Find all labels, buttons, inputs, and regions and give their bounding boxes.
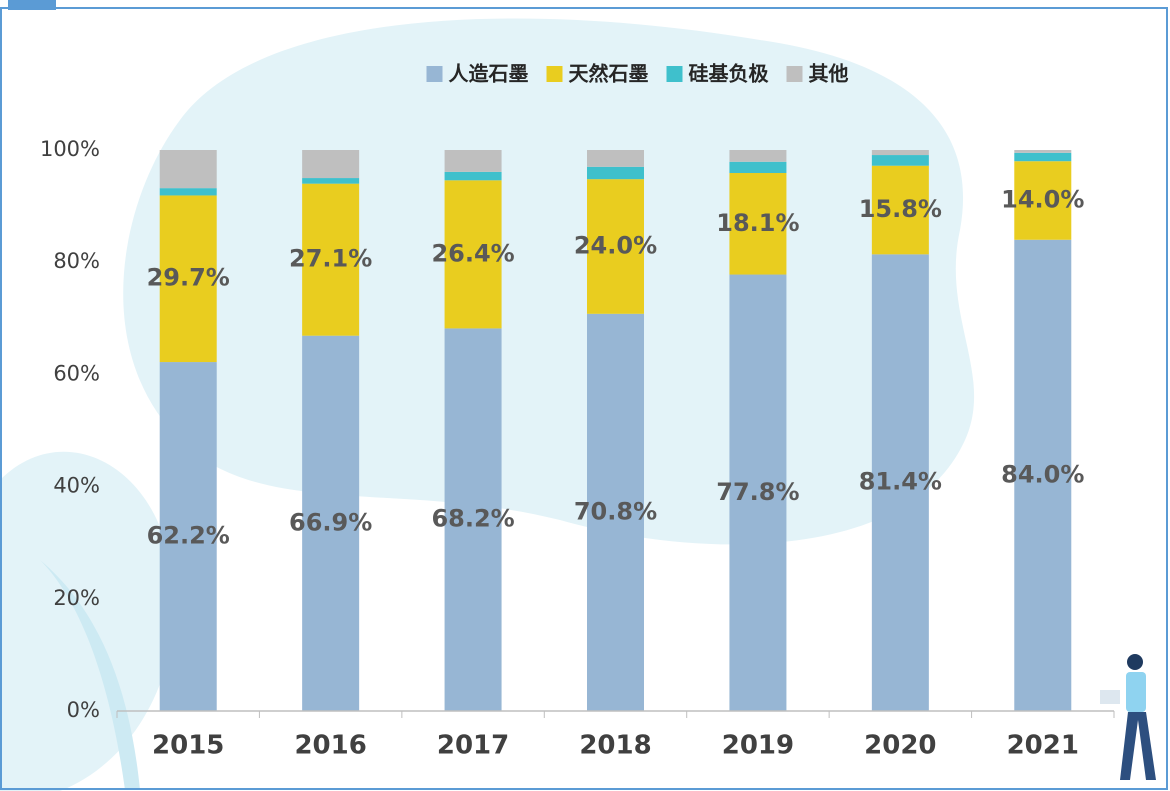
bar-segment [445, 172, 502, 180]
data-label: 14.0% [1001, 185, 1084, 213]
legend-swatch [787, 66, 803, 82]
data-label: 84.0% [1001, 460, 1084, 488]
data-label: 68.2% [431, 505, 514, 533]
legend-swatch [427, 66, 443, 82]
legend-label: 硅基负极 [689, 62, 770, 86]
data-label: 29.7% [147, 264, 230, 292]
data-label: 18.1% [716, 209, 799, 237]
bar-segment [1014, 153, 1071, 161]
y-tick-label: 20% [53, 586, 100, 610]
x-tick-label: 2020 [864, 731, 936, 761]
bar-segment [587, 150, 644, 167]
x-tick-label: 2018 [579, 731, 651, 761]
x-tick-label: 2021 [1007, 731, 1079, 761]
data-label: 24.0% [574, 231, 657, 259]
x-tick-label: 2015 [152, 731, 224, 761]
bar-segment [587, 167, 644, 179]
legend-swatch [547, 66, 563, 82]
y-tick-label: 80% [53, 249, 100, 273]
x-tick-label: 2019 [722, 731, 794, 761]
bar-segment [302, 150, 359, 178]
data-label: 66.9% [289, 508, 372, 536]
bar-segment [872, 150, 929, 155]
bar-segment [160, 188, 217, 195]
x-tick-label: 2016 [294, 731, 366, 761]
bar-segment [729, 162, 786, 173]
data-label: 15.8% [859, 195, 942, 223]
corner-tab [8, 0, 56, 10]
legend-label: 人造石墨 [449, 62, 529, 86]
legend-label: 天然石墨 [569, 62, 649, 86]
bar-segment [729, 150, 786, 162]
chart: 0% 20% 40% 60% 80% 100% 2015 62.2% 29.7% 2016 66.9… [0, 0, 1170, 791]
y-tick-label: 0% [67, 698, 100, 722]
legend-swatch [667, 66, 683, 82]
y-tick-label: 40% [53, 474, 100, 498]
bar-segment [445, 150, 502, 172]
data-label: 81.4% [859, 468, 942, 496]
data-label: 26.4% [431, 239, 514, 267]
bar-segment [872, 155, 929, 166]
data-label: 77.8% [716, 478, 799, 506]
data-label: 62.2% [147, 522, 230, 550]
data-label: 70.8% [574, 497, 657, 525]
legend-label: 其他 [809, 62, 849, 86]
bar-segment [302, 178, 359, 184]
y-tick-label: 60% [53, 361, 100, 385]
decor-blob [123, 19, 974, 545]
data-label: 27.1% [289, 245, 372, 273]
x-tick-label: 2017 [437, 731, 509, 761]
y-tick-label: 100% [40, 137, 100, 161]
bar-segment [1014, 150, 1071, 153]
bar-segment [160, 150, 217, 188]
